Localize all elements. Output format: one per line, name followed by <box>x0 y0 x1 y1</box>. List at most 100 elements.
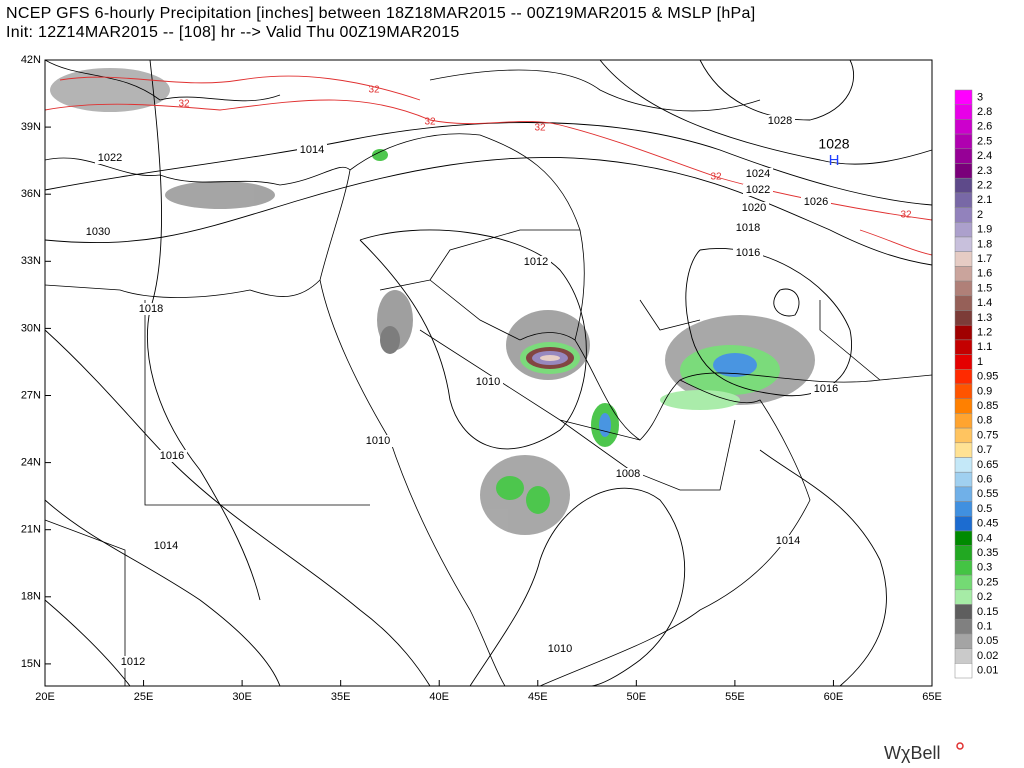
colorbar-label: 2.8 <box>977 106 992 118</box>
isobar-label-bg <box>297 144 327 156</box>
border <box>639 299 881 381</box>
colorbar-label: 0.85 <box>977 400 998 412</box>
lat-label: 39N <box>21 121 41 133</box>
colorbar-swatch <box>954 604 973 620</box>
colorbar-swatch <box>954 133 973 150</box>
colorbar-swatch <box>954 104 973 120</box>
colorbar-swatch <box>954 192 973 208</box>
colorbar-label: 2.2 <box>977 179 992 191</box>
colorbar-swatch <box>954 413 973 429</box>
precip-area <box>380 326 400 354</box>
lon-label: 65E <box>922 691 942 703</box>
isobar-label-bg <box>157 450 187 462</box>
colorbar-swatch <box>954 89 973 105</box>
subtitle: Init: 12Z14MAR2015 -- [108] hr --> Valid… <box>6 24 460 41</box>
isobar-label-bg <box>811 383 841 395</box>
colorbar-label: 0.25 <box>977 576 998 588</box>
colorbar-swatch <box>954 207 973 223</box>
colorbar-label: 0.9 <box>977 385 992 397</box>
isobar-label-bg <box>765 115 795 127</box>
colorbar-label: 3 <box>977 91 983 103</box>
thickness-label: 32 <box>900 210 912 221</box>
isobar <box>685 248 852 397</box>
colorbar-swatch <box>954 310 973 326</box>
coast <box>44 59 281 102</box>
isobars <box>44 59 933 687</box>
isobar-label: 1014 <box>776 535 800 547</box>
colorbar-label: 0.65 <box>977 459 998 471</box>
precip-area <box>496 476 524 500</box>
lon-label: 45E <box>528 691 548 703</box>
colorbar-label: 0.15 <box>977 606 998 618</box>
precip-area <box>660 390 740 410</box>
isobar-label-bg <box>136 303 166 315</box>
colorbar-swatch <box>954 442 973 458</box>
colorbar-label: 2.1 <box>977 194 992 206</box>
precip-area <box>599 413 611 437</box>
colorbar-swatch <box>954 427 973 444</box>
colorbar-swatch <box>954 618 973 635</box>
colorbar-swatch <box>954 177 973 194</box>
colorbar-swatch <box>954 383 973 399</box>
colorbar-label: 0.45 <box>977 518 998 530</box>
colorbar-swatch <box>954 501 973 517</box>
isobar-label-bg <box>363 435 393 447</box>
isobar <box>44 156 933 266</box>
colorbar-swatch <box>954 148 973 164</box>
thickness-label: 32 <box>424 117 436 128</box>
isobar-label: 1014 <box>300 144 324 156</box>
colorbar-swatch <box>954 545 973 561</box>
colorbar-label: 1.1 <box>977 341 992 353</box>
isobar-label: 1026 <box>804 196 828 208</box>
isobar-label: 1024 <box>746 168 770 180</box>
colorbar-label: 0.1 <box>977 620 992 632</box>
lon-label: 30E <box>232 691 252 703</box>
precip-area <box>372 149 388 161</box>
isobar <box>759 449 887 687</box>
colorbar-label: 0.05 <box>977 635 998 647</box>
isobar-label: 1020 <box>742 202 766 214</box>
isobar-label-bg <box>151 540 181 552</box>
colorbar-swatch <box>954 560 973 576</box>
colorbar-label: 0.75 <box>977 429 998 441</box>
thickness-line <box>59 75 421 101</box>
colorbar-swatch <box>954 266 973 282</box>
colorbar-label: 0.55 <box>977 488 998 500</box>
isobar <box>147 59 261 601</box>
precip-area <box>713 353 757 377</box>
colorbar-label: 0.02 <box>977 650 998 662</box>
isobar <box>44 122 933 206</box>
colorbar-swatch <box>954 516 973 532</box>
colorbar-label: 0.7 <box>977 444 992 456</box>
colorbar-swatch <box>954 398 973 414</box>
lon-label: 40E <box>429 691 449 703</box>
isobar-label-bg <box>733 247 763 259</box>
isobar-label: 1010 <box>366 435 390 447</box>
colorbar-label: 1.7 <box>977 253 992 265</box>
colorbar-label: 2 <box>977 209 983 221</box>
coast <box>679 372 933 383</box>
colorbar-label: 0.8 <box>977 415 992 427</box>
colorbar-label: 0.01 <box>977 665 998 677</box>
isobar-label: 1008 <box>616 468 640 480</box>
lat-label: 42N <box>21 54 41 66</box>
precip-area <box>165 181 275 209</box>
isobar-label: 1030 <box>86 226 110 238</box>
isobar-label: 1010 <box>476 376 500 388</box>
thickness-label: 32 <box>710 172 722 183</box>
lat-label: 15N <box>21 658 41 670</box>
colorbar-label: 1.2 <box>977 326 992 338</box>
colorbar-swatch <box>954 369 973 385</box>
colorbar-swatch <box>954 222 973 238</box>
colorbar-label: 1.6 <box>977 268 992 280</box>
colorbar-swatch <box>954 295 973 311</box>
isobar-label: 1014 <box>154 540 178 552</box>
lon-label: 20E <box>35 691 55 703</box>
isobar <box>44 329 431 687</box>
map <box>44 59 933 687</box>
precipitation <box>50 68 815 535</box>
isobar-label: 1010 <box>548 643 572 655</box>
colorbar-swatch <box>954 339 973 355</box>
isobar <box>44 499 281 687</box>
